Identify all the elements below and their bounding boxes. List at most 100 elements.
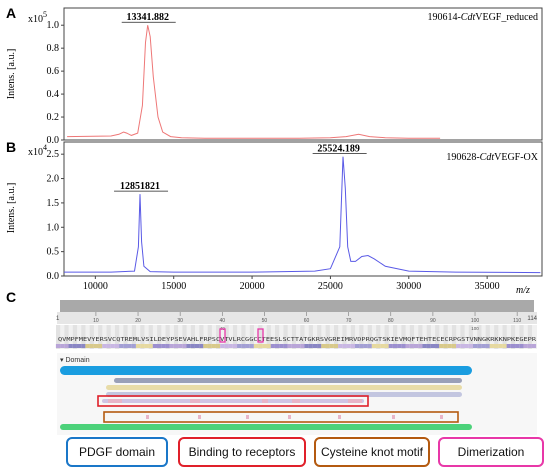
pdgf-domain-bar[interactable]: [60, 366, 472, 375]
conservation-cell: [371, 344, 377, 348]
ruler-tick-label: 90: [430, 318, 436, 324]
column-stripe: [173, 325, 179, 349]
conservation-cell: [392, 344, 398, 348]
conservation-cell: [106, 344, 111, 348]
column-stripe: [468, 325, 474, 349]
conservation-cell: [249, 344, 254, 348]
column-stripe: [443, 325, 448, 349]
cysteine-knot-sites: [146, 415, 443, 419]
conservation-cell: [72, 344, 77, 348]
conservation-cell: [333, 344, 339, 348]
knot-site: [146, 415, 149, 419]
conservation-cell: [376, 344, 381, 348]
conservation-cell: [426, 344, 431, 348]
column-stripe: [460, 325, 465, 349]
conservation-cell: [241, 344, 246, 348]
binding-site: [108, 399, 122, 403]
ruler-scrollbar[interactable]: [60, 300, 534, 312]
conservation-cell: [98, 344, 103, 348]
column-stripe: [64, 325, 69, 349]
conservation-cell: [245, 344, 250, 348]
conservation-cell: [451, 344, 457, 348]
feature-bar-2[interactable]: [106, 385, 462, 390]
conservation-cell: [203, 344, 208, 348]
ruler-tick-label: 40: [220, 318, 226, 324]
sub-tick-label: 100: [471, 326, 479, 331]
conservation-cell: [477, 344, 482, 348]
conservation-cell: [531, 344, 537, 348]
ruler-tick-label: 20: [135, 318, 141, 324]
panel-b-tag: 190628-CdtVEGF-OX: [446, 152, 538, 163]
column-stripe: [502, 325, 507, 349]
conservation-cell: [300, 344, 305, 348]
column-stripe: [275, 325, 280, 349]
conservation-cell: [485, 344, 490, 348]
knot-site: [440, 415, 443, 419]
column-stripe: [291, 325, 297, 349]
column-stripe: [283, 325, 288, 349]
column-stripe: [359, 325, 364, 349]
column-stripe: [350, 325, 356, 349]
column-stripe: [199, 325, 204, 349]
conservation-cell: [270, 344, 275, 348]
sequence-column-stripes: [56, 325, 532, 349]
column-stripe: [98, 325, 103, 349]
conservation-cell: [274, 344, 280, 348]
column-stripe: [451, 325, 457, 349]
x-tick-label: 20000: [240, 281, 265, 292]
column-stripe: [241, 325, 246, 349]
receptor-binding-sites: [108, 399, 362, 403]
domain-toggle[interactable]: ▾ Domain: [60, 357, 90, 364]
conservation-cell: [64, 344, 69, 348]
conservation-cell: [114, 344, 120, 348]
conservation-cell: [468, 344, 473, 348]
conservation-cell: [447, 344, 452, 348]
conservation-cell: [156, 344, 162, 348]
column-stripe: [89, 325, 94, 349]
column-stripe: [182, 325, 187, 349]
ruler-tick-label: 60: [304, 318, 310, 324]
ruler-start: 1: [56, 316, 60, 322]
ruler-tick-label: 100: [471, 318, 480, 324]
column-stripe: [258, 325, 263, 349]
conservation-cell: [418, 344, 423, 348]
conservation-cell: [413, 344, 419, 348]
conservation-cell: [237, 344, 242, 348]
feature-bar-4[interactable]: [102, 399, 364, 403]
binding-site: [292, 399, 300, 403]
dimerization-residue-marker-2: [257, 328, 264, 343]
conservation-cell: [510, 344, 516, 348]
column-stripe: [81, 325, 86, 349]
column-stripe: [157, 325, 162, 349]
knot-site: [338, 415, 341, 419]
legend-cysteine-knot: Cysteine knot motif: [314, 437, 430, 467]
column-stripe: [56, 325, 61, 349]
panel-b-multiplier: x104: [28, 143, 47, 158]
column-stripe: [165, 325, 170, 349]
conservation-cell: [397, 344, 402, 348]
y-tick-label: 1.5: [47, 198, 60, 209]
column-stripe: [249, 325, 254, 349]
panel-a-frame: [63, 7, 543, 141]
conservation-cell: [460, 344, 465, 348]
panel-b-frame: [63, 141, 543, 277]
conservation-cell: [60, 344, 65, 348]
conservation-cell: [55, 344, 61, 348]
ruler-tick-label: 30: [177, 318, 183, 324]
conservation-cell: [342, 344, 347, 348]
feature-bar-1[interactable]: [114, 378, 462, 383]
y-tick-label: 0.5: [47, 247, 60, 258]
column-stripe: [190, 325, 195, 349]
green-feature-bar[interactable]: [60, 424, 472, 430]
column-stripe: [392, 325, 398, 349]
panel-a-plot: 13341.882: [67, 12, 441, 139]
peak-label: 25524.189: [317, 144, 360, 155]
column-stripe: [367, 325, 372, 349]
column-stripe: [224, 325, 229, 349]
conservation-cell: [384, 344, 389, 348]
column-stripe: [72, 325, 78, 349]
conservation-cell: [338, 344, 343, 348]
column-stripe: [494, 325, 499, 349]
conservation-cell: [207, 344, 212, 348]
conservation-cell: [123, 344, 128, 348]
